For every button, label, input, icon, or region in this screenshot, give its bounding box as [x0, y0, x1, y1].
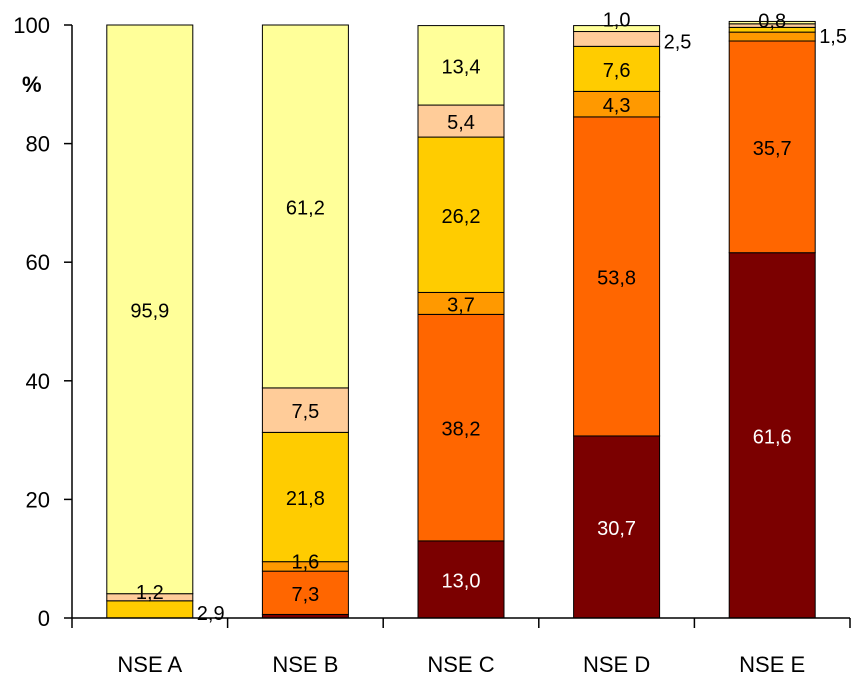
- bar-segment: [573, 90, 661, 118]
- data-label: 3,7: [447, 294, 475, 316]
- bar-segment: [417, 25, 505, 106]
- data-label: 7,3: [291, 584, 319, 606]
- data-label: 1,6: [291, 551, 319, 573]
- data-label: 26,2: [442, 206, 481, 228]
- bar-segment: [417, 136, 505, 293]
- x-category-label: NSE D: [583, 652, 650, 677]
- data-label: 1,2: [136, 582, 164, 604]
- data-label: 13,0: [442, 570, 481, 592]
- bar-segment: [573, 435, 661, 619]
- data-label: 13,4: [442, 56, 481, 78]
- y-tick-label: 0: [38, 606, 50, 631]
- bar-segment: [261, 387, 349, 433]
- y-tick-label: 60: [26, 250, 50, 275]
- data-label: 35,7: [753, 138, 792, 160]
- data-label: 5,4: [447, 112, 475, 134]
- y-ticks: 0 20 40 60 80 100: [13, 13, 72, 631]
- x-category-label: NSE E: [739, 652, 805, 677]
- bar-segment: [728, 252, 816, 619]
- data-label: 38,2: [442, 419, 481, 441]
- data-label: 95,9: [130, 300, 169, 322]
- data-label: 30,7: [597, 518, 636, 540]
- data-labels-layer: 2,9 1,2 95,9 7,3 1,6 21,8 7,5 61,2 13,0 38,2 3,7 26…: [130, 10, 847, 625]
- bar-segment: [261, 431, 349, 563]
- x-ticks: NSE A NSE B NSE C NSE D NSE E: [71, 618, 851, 677]
- bar-segment: [728, 20, 816, 25]
- axes-layer: [71, 25, 850, 619]
- data-label: 21,8: [286, 488, 325, 510]
- data-label: 1,0: [603, 10, 631, 32]
- x-category-label: NSE B: [272, 652, 338, 677]
- y-tick-label: 100: [13, 13, 50, 38]
- y-tick-label: 20: [26, 487, 50, 512]
- data-label: 7,6: [603, 60, 631, 82]
- data-label: 2,9: [197, 603, 225, 625]
- bar-segment: [573, 116, 661, 437]
- data-label: 7,5: [291, 401, 319, 423]
- data-label: 53,8: [597, 267, 636, 289]
- data-label: 1,5: [819, 26, 847, 48]
- data-label: 0,8: [758, 11, 786, 33]
- y-tick-label: 80: [26, 132, 50, 157]
- bar-segment: [728, 31, 816, 42]
- y-tick-label: 40: [26, 369, 50, 394]
- bar-segment: [261, 570, 349, 615]
- x-category-label: NSE C: [427, 652, 494, 677]
- data-label: 61,2: [286, 197, 325, 219]
- data-label: 2,5: [664, 31, 692, 53]
- bar-segment: [261, 24, 349, 389]
- bars-layer: [106, 20, 816, 619]
- y-axis-unit-label: %: [22, 72, 42, 97]
- data-label: 61,6: [753, 426, 792, 448]
- bar-segment: [728, 40, 816, 254]
- bar-segment: [573, 25, 661, 33]
- bar-segment: [106, 24, 194, 595]
- x-category-label: NSE A: [117, 652, 182, 677]
- bar-segment: [573, 31, 661, 47]
- data-label: 4,3: [603, 95, 631, 117]
